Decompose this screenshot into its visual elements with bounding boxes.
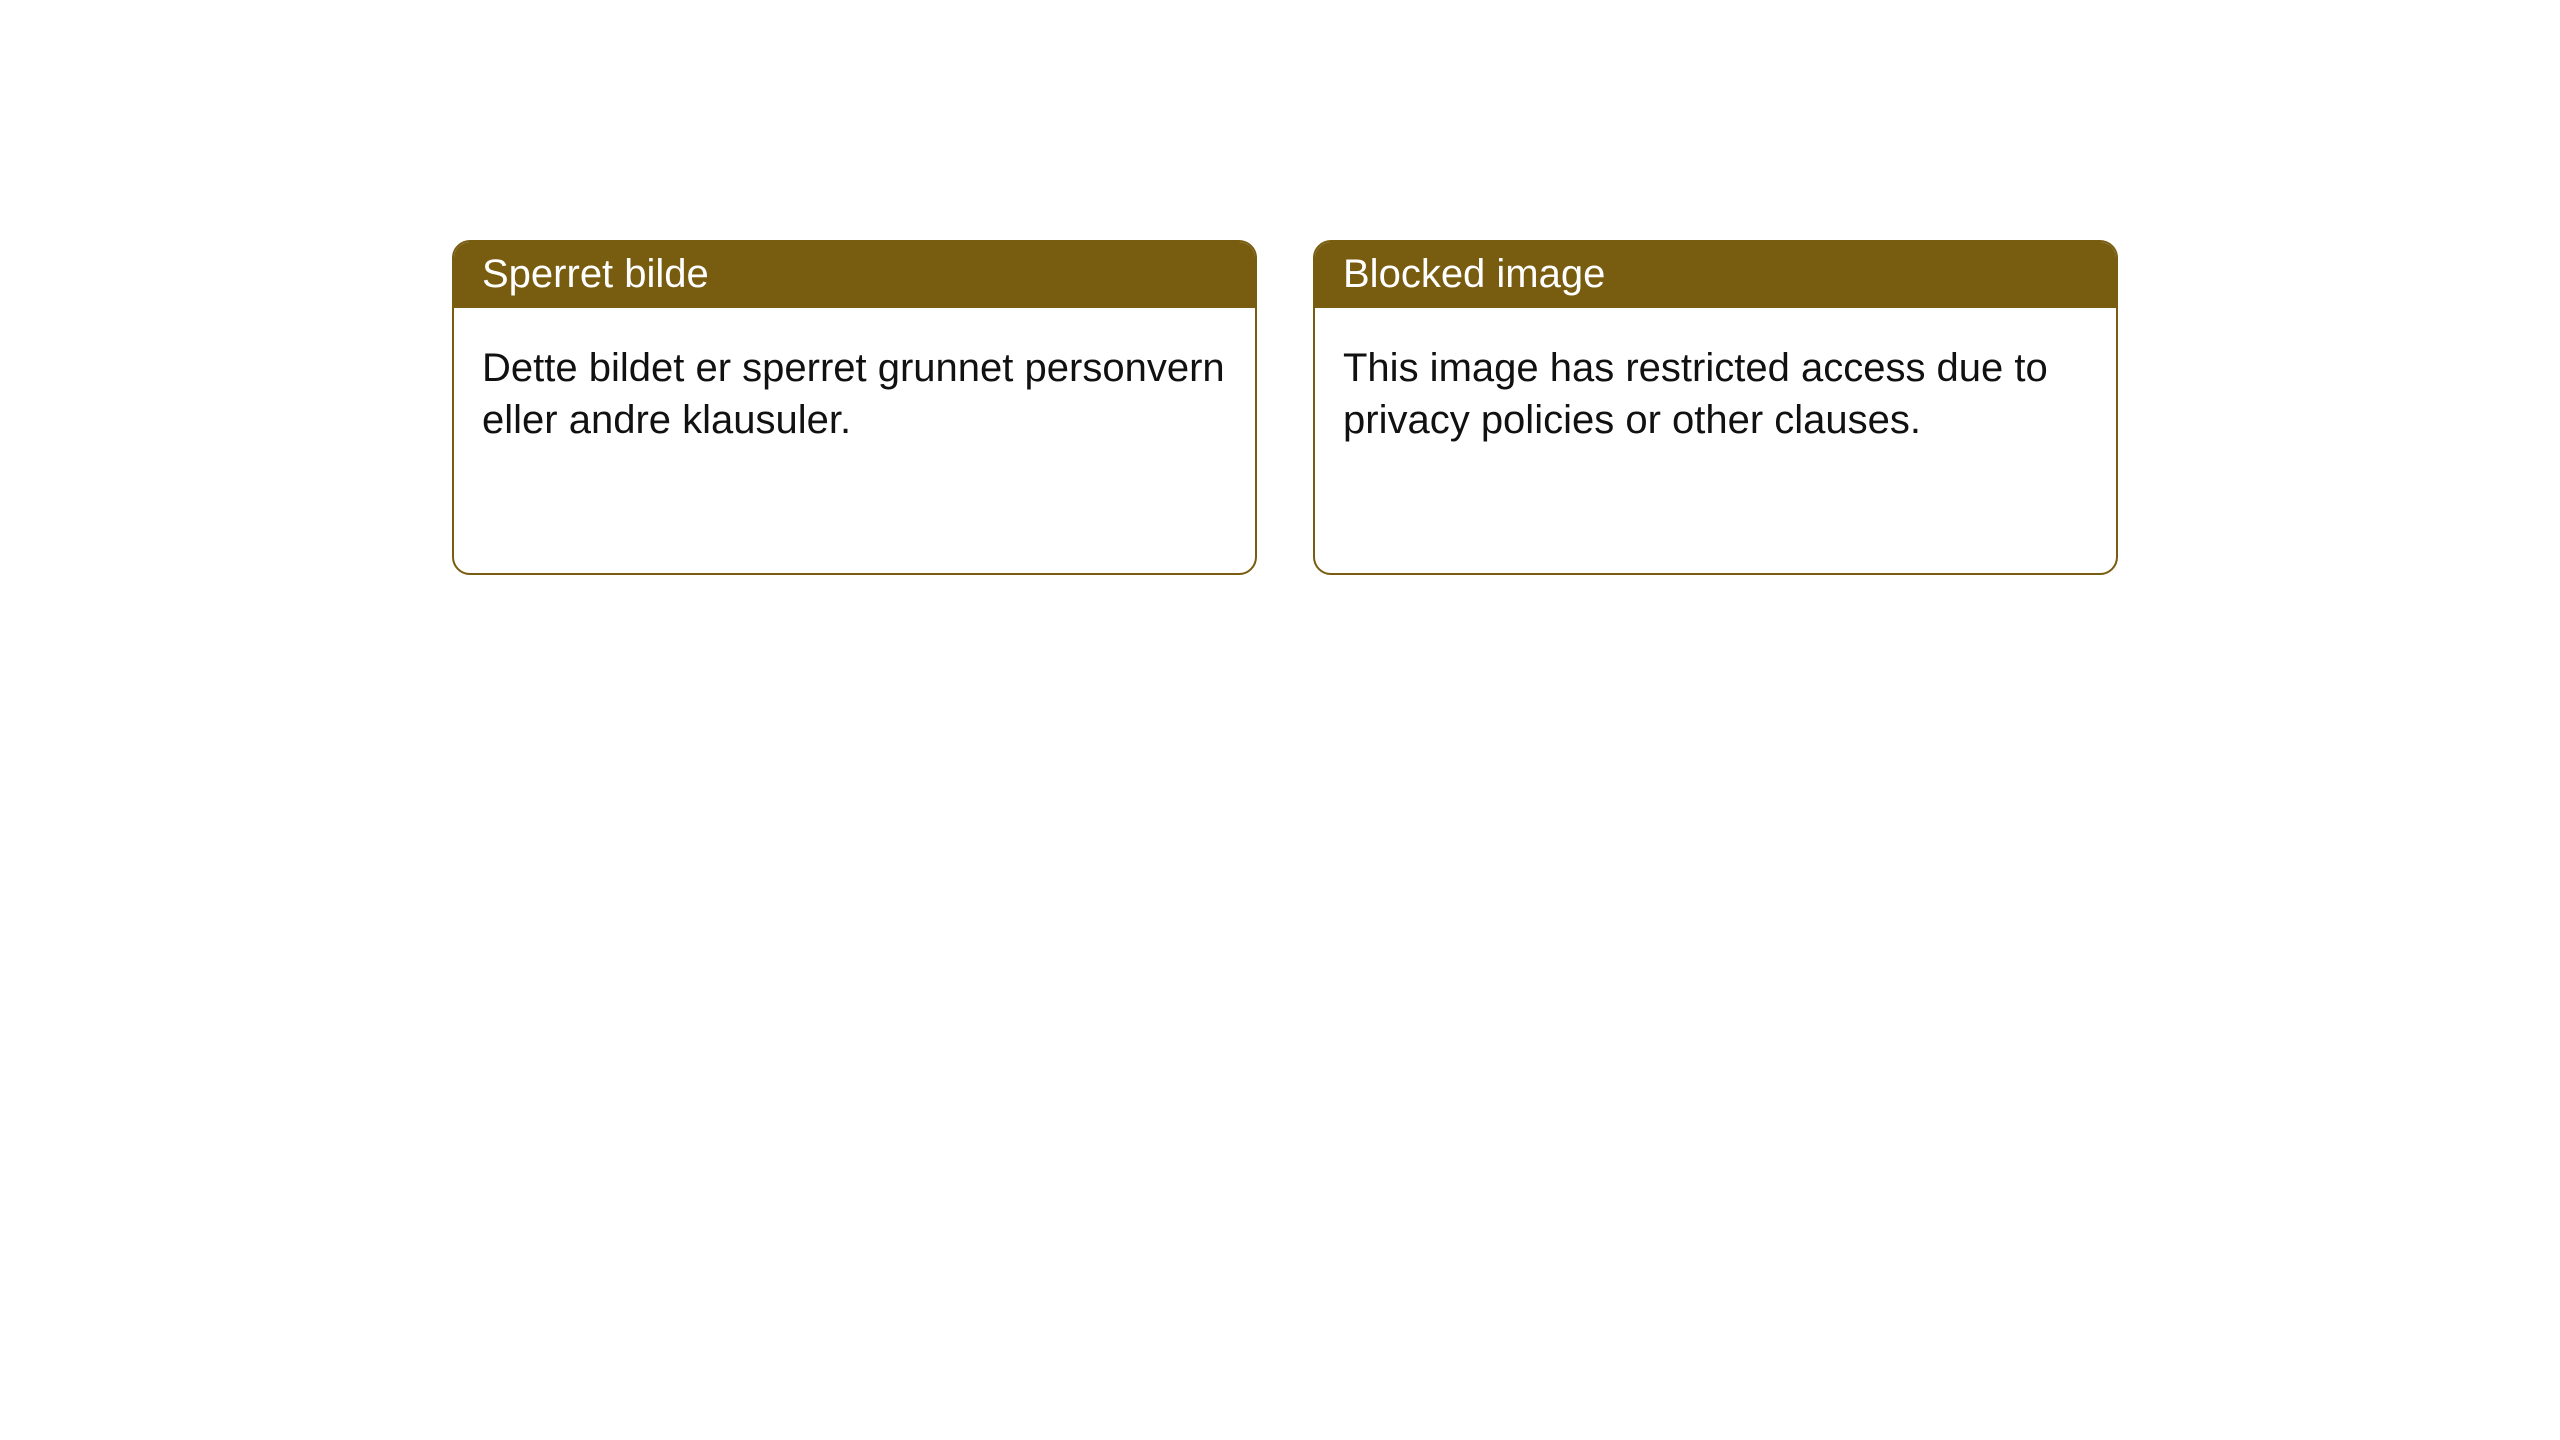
notice-card-norwegian: Sperret bilde Dette bildet er sperret gr…: [452, 240, 1257, 575]
notice-header-norwegian: Sperret bilde: [454, 242, 1255, 308]
notice-body-english: This image has restricted access due to …: [1315, 308, 2116, 480]
notice-body-norwegian: Dette bildet er sperret grunnet personve…: [454, 308, 1255, 480]
notice-card-english: Blocked image This image has restricted …: [1313, 240, 2118, 575]
notice-header-english: Blocked image: [1315, 242, 2116, 308]
notice-container: Sperret bilde Dette bildet er sperret gr…: [0, 0, 2560, 575]
